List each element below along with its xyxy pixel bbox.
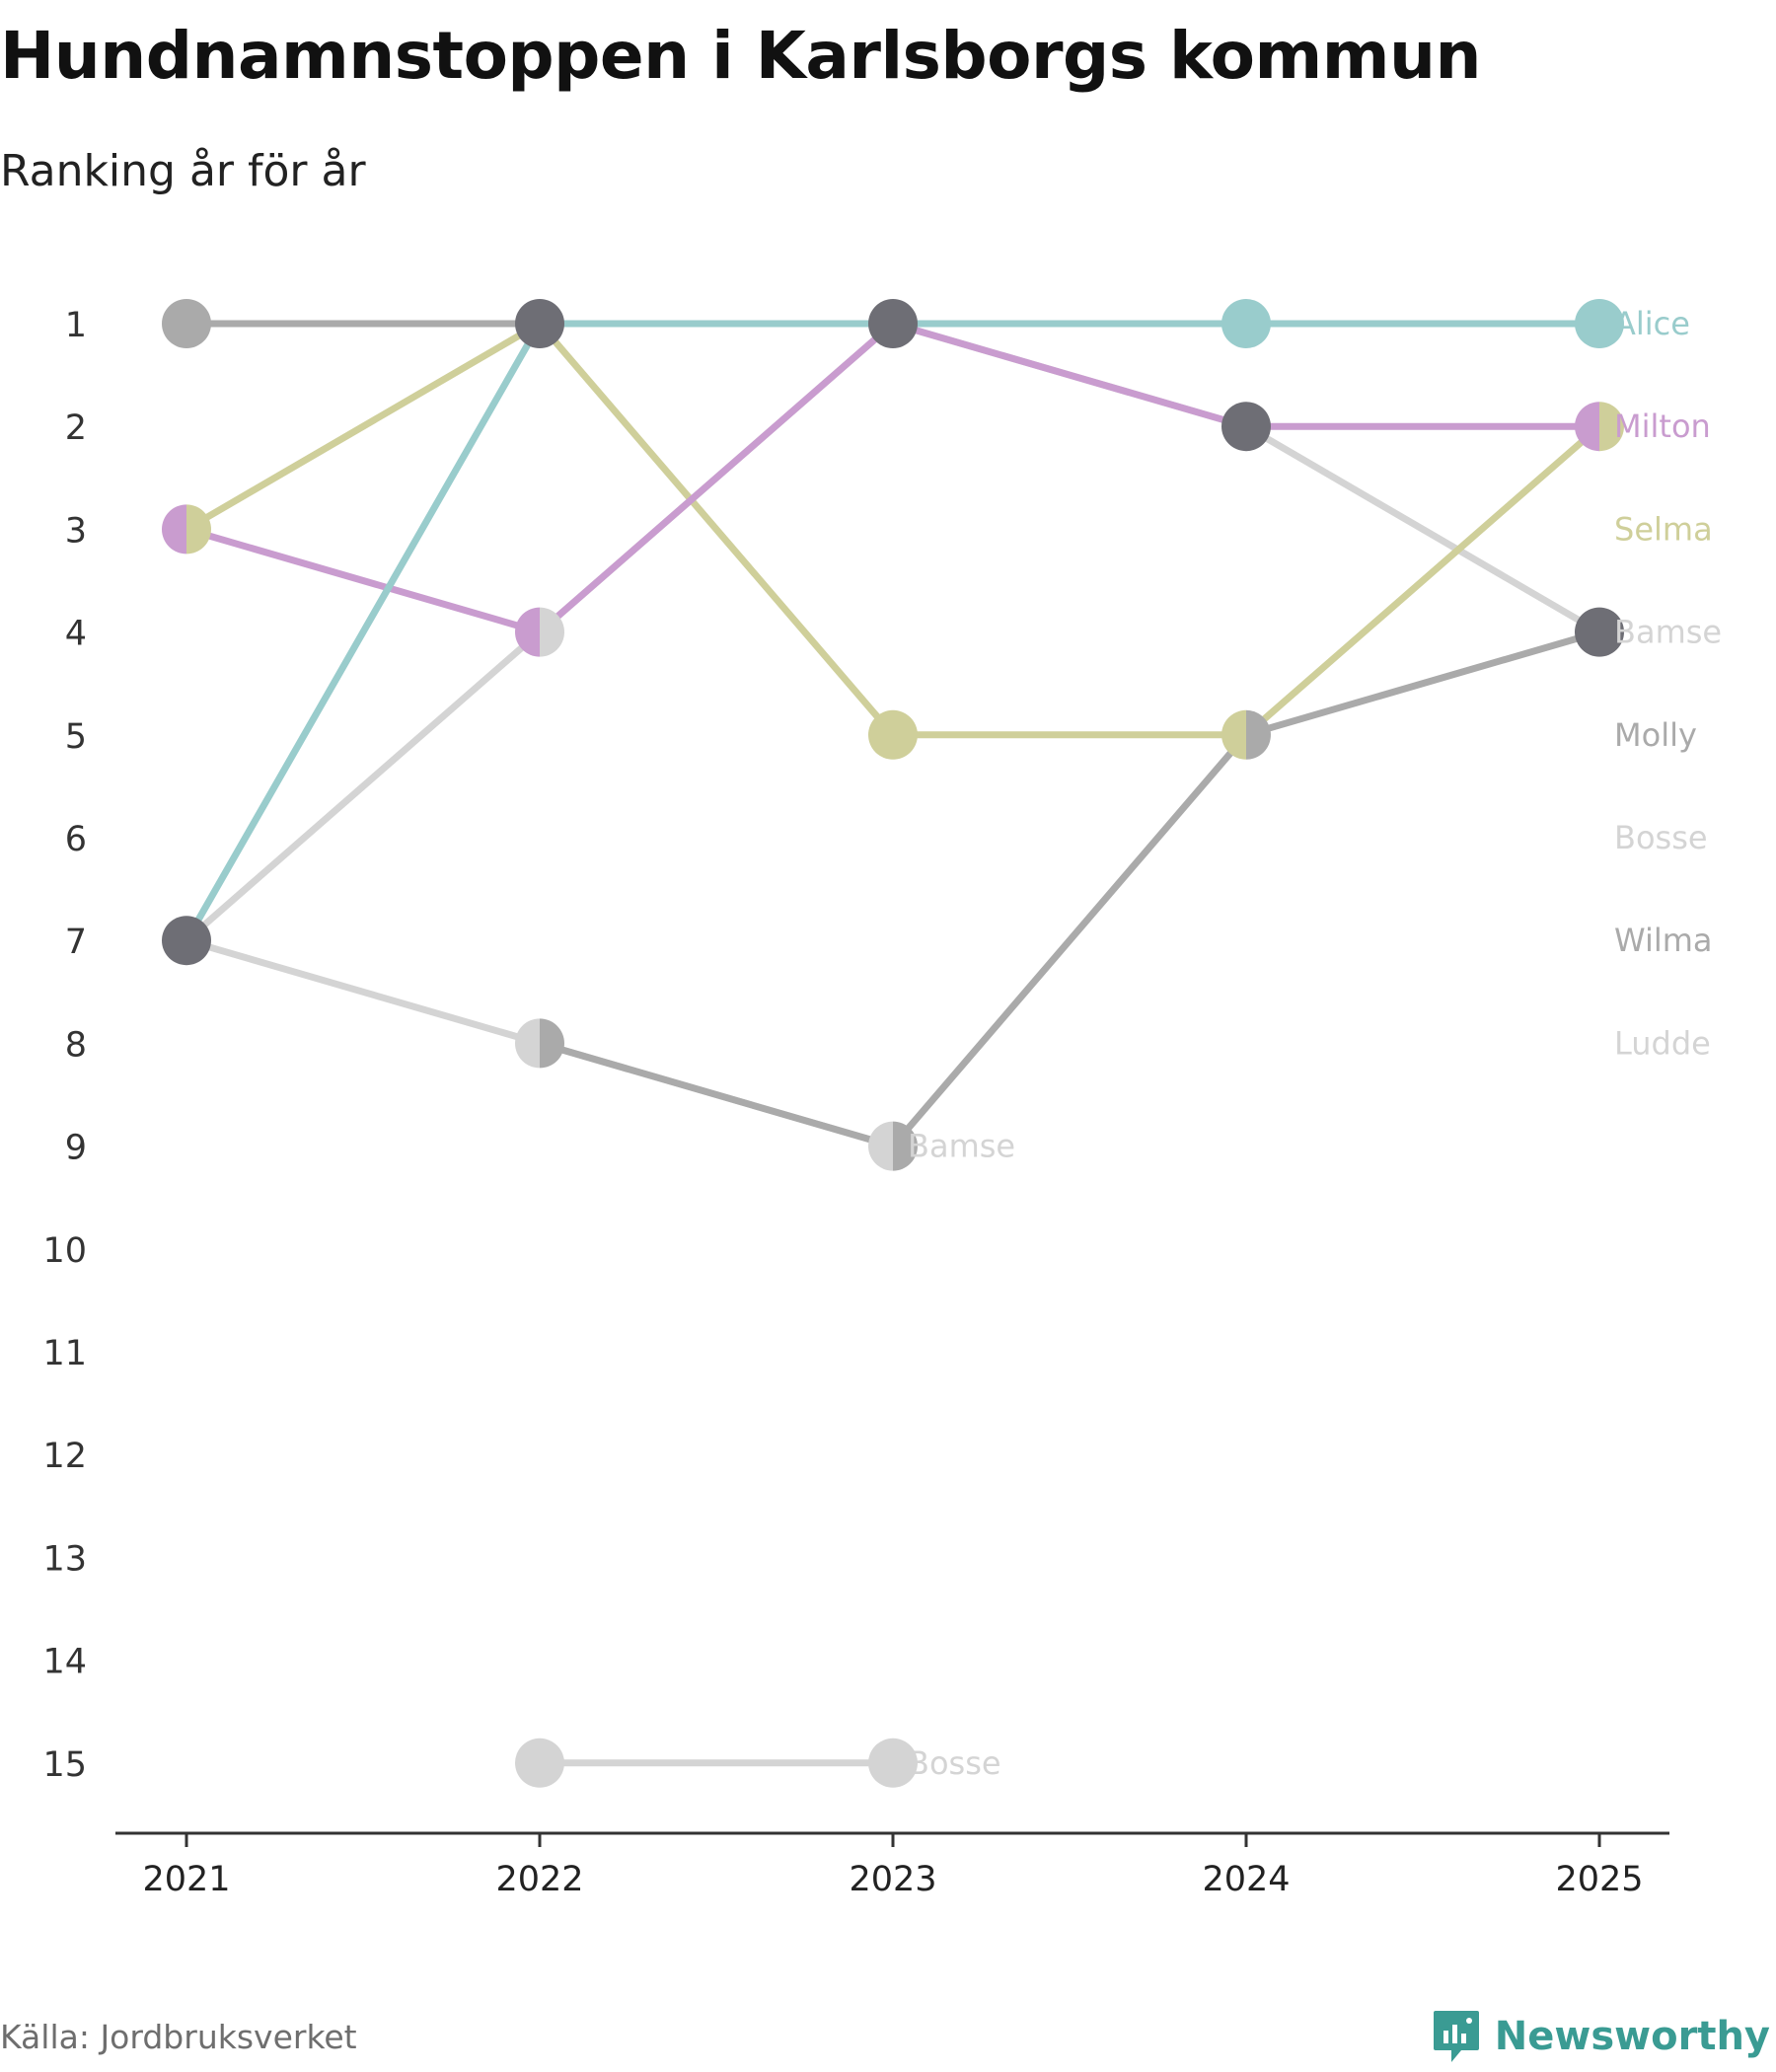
series-line-molly bbox=[889, 731, 1250, 1150]
y-tick-label: 2 bbox=[65, 408, 87, 448]
chart-subtitle: Ranking år för år bbox=[0, 146, 366, 196]
rank-marker bbox=[868, 1738, 918, 1788]
rank-marker bbox=[868, 299, 918, 348]
series-line-alice bbox=[183, 320, 544, 944]
inline-label-bosse: Bosse bbox=[908, 1744, 1001, 1782]
series-line-molly bbox=[1242, 629, 1603, 739]
series-line-milton bbox=[889, 320, 1250, 430]
rank-marker-split bbox=[1221, 709, 1271, 760]
rank-marker-split bbox=[868, 1121, 918, 1171]
y-tick-label: 7 bbox=[65, 923, 87, 962]
series-line-bosse bbox=[183, 629, 544, 944]
rank-marker-left-half bbox=[515, 607, 540, 657]
x-tick-label: 2024 bbox=[1202, 1860, 1290, 1899]
y-tick-label: 14 bbox=[42, 1643, 87, 1682]
rank-marker bbox=[868, 709, 918, 760]
y-tick-label: 12 bbox=[42, 1437, 87, 1476]
y-tick-label: 8 bbox=[65, 1025, 87, 1065]
brand-name: Newsworthy bbox=[1494, 2014, 1770, 2059]
series-line-selma bbox=[183, 320, 544, 533]
rank-marker-left-half bbox=[1221, 709, 1246, 760]
rank-marker-split bbox=[1574, 402, 1624, 452]
rank-marker-left-half bbox=[515, 1018, 540, 1069]
y-tick-label: 13 bbox=[42, 1539, 87, 1579]
rank-marker-split bbox=[515, 1018, 564, 1069]
rank-marker-right-half bbox=[186, 504, 212, 555]
chart-title: Hundnamnstoppen i Karlsborgs kommun bbox=[0, 18, 1481, 94]
rank-marker bbox=[1575, 607, 1624, 657]
end-label-bosse: Bosse bbox=[1614, 819, 1708, 856]
rank-marker-right-half bbox=[540, 1018, 564, 1069]
series-line-selma bbox=[1242, 422, 1603, 739]
end-label-molly: Molly bbox=[1614, 716, 1697, 754]
rank-marker-right-half bbox=[1246, 709, 1271, 760]
end-label-milton: Milton bbox=[1614, 407, 1711, 445]
y-tick-label: 1 bbox=[65, 306, 87, 345]
y-tick-label: 3 bbox=[65, 511, 87, 551]
series-lines bbox=[183, 320, 1603, 1767]
series-line-ludde bbox=[183, 936, 544, 1047]
rank-marker bbox=[515, 1738, 564, 1788]
x-tick-label: 2022 bbox=[495, 1860, 583, 1899]
series-line-bosse bbox=[1242, 422, 1603, 636]
end-label-selma: Selma bbox=[1614, 510, 1713, 548]
source-note: Källa: Jordbruksverket bbox=[0, 2018, 357, 2056]
y-tick-label: 10 bbox=[42, 1231, 87, 1271]
y-tick-label: 4 bbox=[65, 615, 87, 654]
brand: Newsworthy bbox=[1432, 2009, 1770, 2064]
series-line-molly bbox=[536, 1039, 897, 1150]
rank-marker-left-half bbox=[1574, 402, 1599, 452]
rank-marker-right-half bbox=[540, 607, 564, 657]
rank-marker-right-half bbox=[893, 1121, 918, 1171]
x-tick-label: 2023 bbox=[849, 1860, 936, 1899]
rank-marker bbox=[1221, 402, 1271, 452]
y-tick-label: 9 bbox=[65, 1129, 87, 1168]
y-tick-label: 15 bbox=[42, 1745, 87, 1785]
rank-marker bbox=[162, 916, 211, 966]
inline-label-bamse: Bamse bbox=[908, 1128, 1015, 1165]
series-labels: Alice Milton Selma Bamse Molly Bosse Wilma Ludd… bbox=[908, 305, 1722, 1782]
rank-marker bbox=[162, 299, 211, 348]
end-label-wilma: Wilma bbox=[1614, 922, 1713, 959]
series-line-milton bbox=[183, 525, 544, 636]
end-label-bamse: Bamse bbox=[1614, 614, 1722, 651]
rank-marker-left-half bbox=[868, 1121, 893, 1171]
rank-marker-right-half bbox=[1599, 402, 1624, 452]
y-tick-label: 6 bbox=[65, 820, 87, 859]
markers bbox=[161, 299, 1624, 1788]
rank-marker-split bbox=[515, 607, 564, 657]
series-line-selma bbox=[536, 320, 897, 739]
end-label-alice: Alice bbox=[1614, 305, 1690, 342]
end-label-ludde: Ludde bbox=[1614, 1024, 1711, 1062]
x-tick-label: 2021 bbox=[142, 1860, 230, 1899]
x-axis: 2021 2022 2023 2024 2025 bbox=[115, 1831, 1669, 1899]
rank-marker bbox=[1575, 299, 1624, 348]
rank-marker bbox=[515, 299, 564, 348]
rank-marker bbox=[1221, 299, 1271, 348]
y-tick-label: 11 bbox=[42, 1334, 87, 1373]
rank-marker-split bbox=[161, 504, 212, 555]
x-tick-label: 2025 bbox=[1555, 1860, 1643, 1899]
y-tick-label: 5 bbox=[65, 717, 87, 757]
rank-marker-left-half bbox=[161, 504, 186, 555]
series-line-milton bbox=[536, 320, 897, 636]
newsworthy-logo-icon bbox=[1433, 2011, 1479, 2062]
